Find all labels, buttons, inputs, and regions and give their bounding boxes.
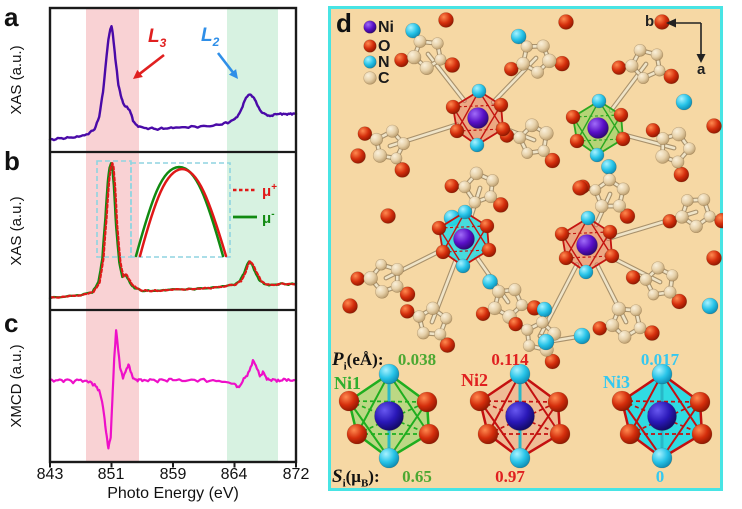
l2-sub: 2 <box>212 34 220 49</box>
panel-a-ylabel: XAS (a.u.) <box>8 45 25 115</box>
mu-minus-sup: - <box>271 209 275 220</box>
pi-symbol: P <box>332 349 344 370</box>
si-value-ni3: 0 <box>655 467 665 486</box>
pi-row-label: Pi(eÅ): <box>332 349 384 373</box>
xtick-843: 843 <box>36 466 64 483</box>
si-sub: i <box>342 477 346 490</box>
legend-label-o: O <box>378 38 391 55</box>
spectra-plot <box>48 6 299 468</box>
l2-annotation: L2 <box>201 26 219 48</box>
si-value-ni1: 0.65 <box>402 467 432 486</box>
xtick-864: 864 <box>220 466 248 483</box>
panel-a-letter: a <box>4 2 19 32</box>
ni1-label: Ni1 <box>334 373 361 393</box>
mu-plus-sup: + <box>271 182 278 193</box>
panel-b-ylabel: XAS (a.u.) <box>8 196 25 266</box>
legend-label-ni: Ni <box>378 19 394 36</box>
legend-mu-plus: μ+ <box>262 182 278 200</box>
xtick-872: 872 <box>282 466 310 483</box>
si-symbol: S <box>332 466 343 487</box>
legend-label-n: N <box>378 54 390 71</box>
si-row-label: Si(μB): <box>332 466 380 490</box>
xtick-859: 859 <box>159 466 187 483</box>
si-value-ni2: 0.97 <box>495 467 525 486</box>
panel-d-letter: d <box>336 8 352 38</box>
molecular-structure-svg <box>328 6 723 491</box>
pi-value-ni2: 0.114 <box>491 350 529 369</box>
mu-minus-base: μ <box>262 210 272 227</box>
b-axis-label: b <box>645 13 655 30</box>
pi-value-ni3: 0.017 <box>640 350 680 369</box>
panel-c-letter: c <box>4 308 19 338</box>
ni3-label: Ni3 <box>603 372 630 392</box>
l2-base: L <box>201 25 213 46</box>
si-unit-sub: B <box>360 477 369 490</box>
panel-b-letter: b <box>4 146 20 176</box>
xtick-851: 851 <box>97 466 125 483</box>
mu-plus-base: μ <box>262 183 272 200</box>
pi-sub: i <box>343 360 347 373</box>
ni2-label: Ni2 <box>461 370 488 390</box>
pi-value-ni1: 0.038 <box>397 350 437 369</box>
l3-sub: 3 <box>159 35 167 50</box>
legend-mu-minus: μ- <box>262 209 275 227</box>
l3-annotation: L3 <box>148 27 166 49</box>
x-axis-title: Photo Energy (eV) <box>107 485 239 502</box>
si-unit-pre: (μ <box>345 467 361 486</box>
a-axis-label: a <box>697 61 706 78</box>
panel-c-ylabel: XMCD (a.u.) <box>8 344 25 428</box>
pi-unit: (eÅ): <box>346 350 384 369</box>
si-unit-post: ): <box>368 467 380 486</box>
legend-label-c: C <box>378 70 390 87</box>
l3-base: L <box>148 26 160 47</box>
